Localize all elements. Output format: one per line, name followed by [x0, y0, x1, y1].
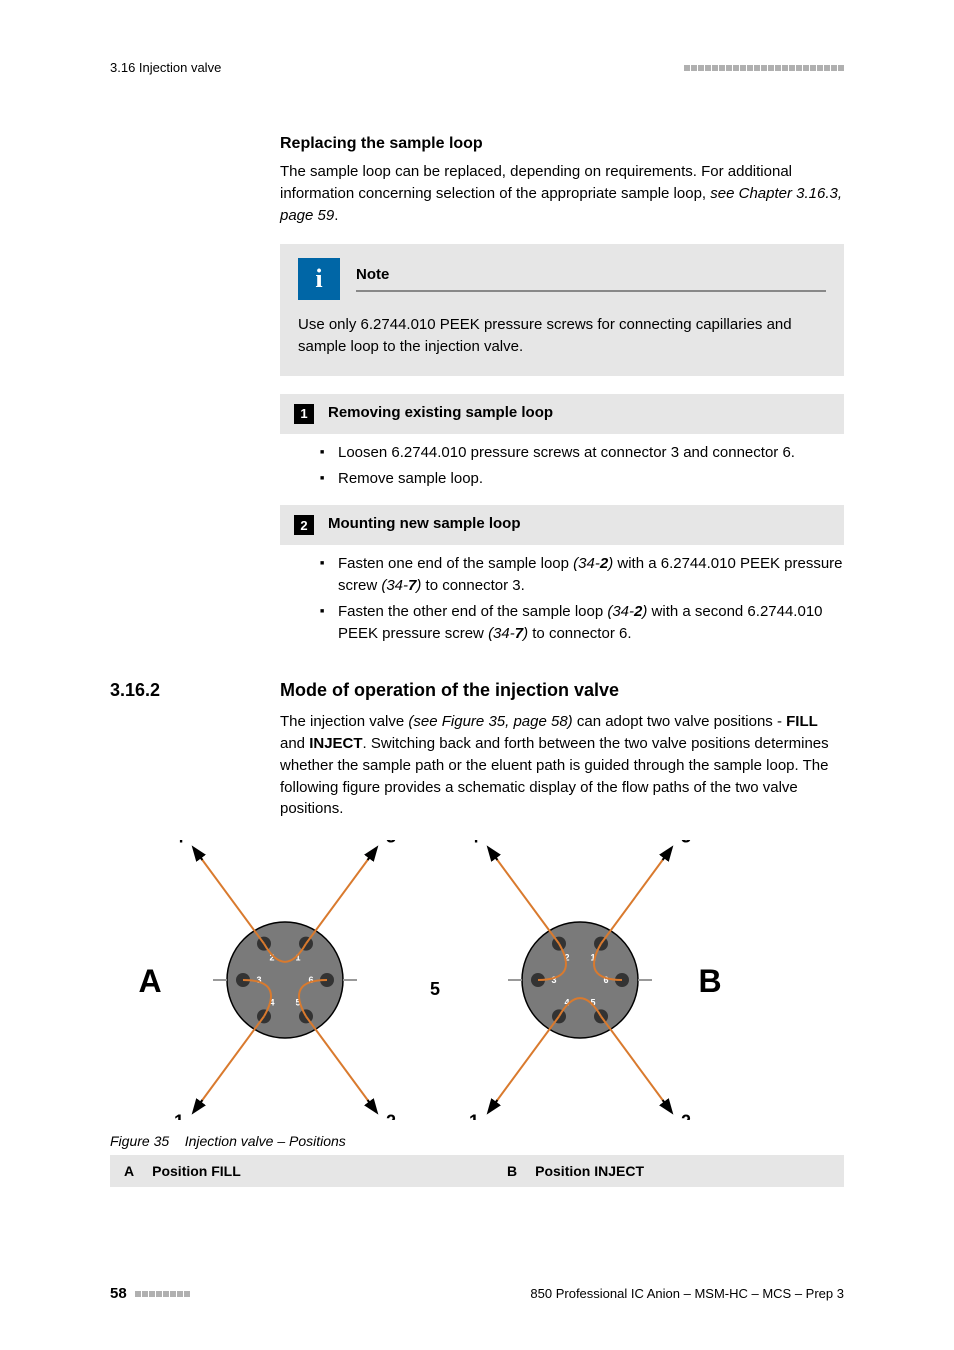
inject-label: INJECT [309, 735, 362, 752]
svg-text:2: 2 [681, 1111, 691, 1120]
footer-doc-title: 850 Professional IC Anion – MSM-HC – MCS… [530, 1286, 844, 1301]
note-title: Note [356, 266, 389, 283]
legend-item-b: B Position INJECT [507, 1163, 830, 1179]
note-box: i Note Use only 6.2744.010 PEEK pressure… [280, 244, 844, 376]
list-item: Loosen 6.2744.010 pressure screws at con… [320, 442, 844, 464]
ref: (34- [488, 625, 515, 642]
text: and [280, 735, 309, 752]
list-item: Fasten the other end of the sample loop … [320, 601, 844, 645]
text: to connector 6. [528, 625, 631, 642]
figure-35: 1234564312A51234564312B Figure 35 Inject… [110, 840, 844, 1187]
figure-caption: Figure 35 Injection valve – Positions [110, 1133, 844, 1149]
text: Fasten the other end of the sample loop [338, 603, 607, 620]
svg-text:B: B [698, 963, 721, 999]
note-header: i Note [298, 258, 826, 300]
svg-text:3: 3 [681, 840, 691, 847]
svg-text:1: 1 [469, 1111, 479, 1120]
section-number: 3.16.2 [110, 680, 252, 701]
section-3-16-2: 3.16.2 Mode of operation of the injectio… [280, 680, 844, 701]
replacing-loop-para: The sample loop can be replaced, dependi… [280, 161, 844, 226]
ref: (34- [573, 555, 600, 572]
legend-item-a: A Position FILL [124, 1163, 447, 1179]
legend-key: A [124, 1163, 134, 1179]
step-1-num: 1 [294, 404, 314, 424]
step-2-header: 2 Mounting new sample loop [280, 505, 844, 545]
note-body: Use only 6.2744.010 PEEK pressure screws… [298, 314, 826, 358]
svg-text:1: 1 [174, 1111, 184, 1120]
figure-legend: A Position FILL B Position INJECT [110, 1155, 844, 1187]
section-title: Mode of operation of the injection valve [280, 680, 619, 701]
legend-value: Position FILL [152, 1163, 241, 1179]
list-item: Fasten one end of the sample loop (34-2)… [320, 553, 844, 597]
ref-num: 2 [600, 555, 608, 572]
legend-key: B [507, 1163, 517, 1179]
text: Fasten one end of the sample loop [338, 555, 573, 572]
fill-label: FILL [786, 713, 818, 730]
svg-text:4: 4 [174, 840, 184, 847]
header-decoration [684, 65, 844, 71]
svg-text:2: 2 [386, 1111, 396, 1120]
figure-ref: (see Figure 35, page 58) [408, 713, 572, 730]
page-footer: 58 850 Professional IC Anion – MSM-HC – … [110, 1285, 844, 1302]
replacing-loop-heading: Replacing the sample loop [280, 135, 844, 153]
svg-text:3: 3 [386, 840, 396, 847]
header-section-ref: 3.16 Injection valve [110, 60, 221, 75]
info-icon-glyph: i [315, 264, 322, 294]
step-1-header: 1 Removing existing sample loop [280, 394, 844, 434]
text: . Switching back and forth between the t… [280, 735, 829, 817]
step-2-num: 2 [294, 515, 314, 535]
figure-title: Injection valve – Positions [185, 1133, 346, 1149]
ref-num: 7 [515, 625, 523, 642]
text: . [334, 207, 338, 224]
svg-text:A: A [138, 963, 161, 999]
section-para: The injection valve (see Figure 35, page… [280, 711, 844, 820]
text: can adopt two valve positions - [573, 713, 786, 730]
ref: (34- [607, 603, 634, 620]
note-title-wrap: Note [356, 266, 826, 292]
text: to connector 3. [421, 577, 524, 594]
legend-value: Position INJECT [535, 1163, 644, 1179]
svg-text:5: 5 [430, 979, 440, 999]
step-2-bullets: Fasten one end of the sample loop (34-2)… [320, 553, 844, 644]
list-item: Remove sample loop. [320, 468, 844, 490]
step-2-title: Mounting new sample loop [328, 515, 521, 535]
injection-valve-diagram: 1234564312A51234564312B [110, 840, 830, 1120]
ref: (34- [381, 577, 408, 594]
info-icon: i [298, 258, 340, 300]
step-1-title: Removing existing sample loop [328, 404, 553, 424]
footer-left: 58 [110, 1285, 190, 1302]
footer-decoration [135, 1291, 190, 1297]
page-number: 58 [110, 1285, 127, 1302]
svg-text:4: 4 [469, 840, 479, 847]
step-1-bullets: Loosen 6.2744.010 pressure screws at con… [320, 442, 844, 490]
text: The injection valve [280, 713, 408, 730]
figure-number: Figure 35 [110, 1133, 169, 1149]
page-header: 3.16 Injection valve [110, 60, 844, 75]
